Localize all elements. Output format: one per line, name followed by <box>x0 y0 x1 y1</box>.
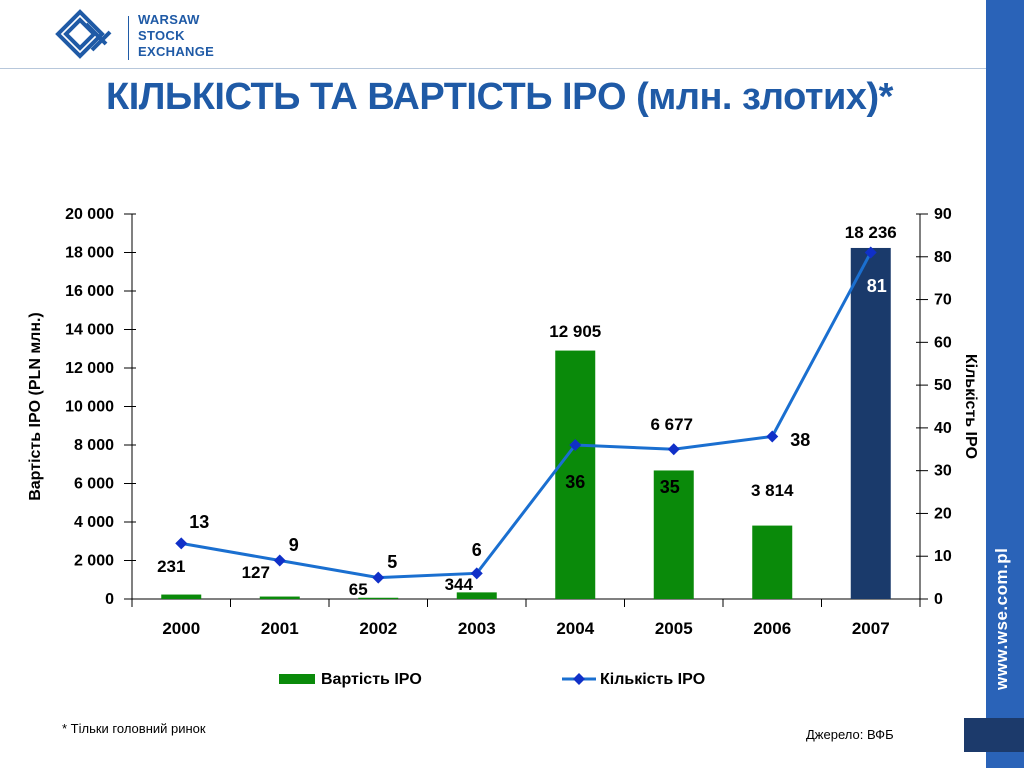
bar <box>259 596 300 599</box>
line-value-label: 81 <box>867 276 887 296</box>
y-left-tick-label: 12 000 <box>65 360 114 377</box>
x-tick-label: 2006 <box>753 619 791 638</box>
header-divider <box>0 68 986 69</box>
bar-value-label: 6 677 <box>650 415 693 434</box>
y-left-tick-label: 14 000 <box>65 322 114 339</box>
y-right-tick-label: 70 <box>934 292 952 309</box>
side-band <box>986 0 1024 768</box>
bar-value-label: 18 236 <box>845 223 897 242</box>
count-marker <box>569 439 582 451</box>
y-right-axis-title: Кількість IPO <box>962 354 979 459</box>
bar <box>456 592 497 599</box>
y-left-tick-label: 18 000 <box>65 245 114 262</box>
bar-value-label: 12 905 <box>549 322 601 341</box>
line-value-label: 6 <box>472 540 482 560</box>
corner-block <box>964 718 1024 752</box>
y-left-tick-label: 2 000 <box>74 553 114 570</box>
logo-line-3: EXCHANGE <box>138 44 215 59</box>
line-value-label: 9 <box>289 535 299 555</box>
y-right-tick-label: 50 <box>934 377 952 394</box>
y-right-tick-label: 30 <box>934 463 952 480</box>
bar-value-label: 127 <box>242 563 270 582</box>
x-tick-label: 2003 <box>458 619 496 638</box>
x-tick-label: 2001 <box>261 619 299 638</box>
y-left-tick-label: 8 000 <box>74 437 114 454</box>
y-right-tick-label: 20 <box>934 505 952 522</box>
ipo-chart: 0 2 000 4 000 6 000 8 000 10 000 12 000 14 000 1… <box>27 206 979 688</box>
x-tick-label: 2000 <box>162 619 200 638</box>
side-url: www.wse.com.pl <box>992 547 1011 690</box>
y-right-tick-label: 60 <box>934 334 952 351</box>
y-left-tick-label: 20 000 <box>65 206 114 223</box>
legend-marker-count <box>573 673 585 685</box>
line-value-label: 5 <box>387 552 397 572</box>
bar-value-label: 65 <box>349 580 368 599</box>
y-right-tick-label: 90 <box>934 206 952 223</box>
bar-value-label: 231 <box>157 557 185 576</box>
count-marker <box>273 554 286 567</box>
legend-label-count: Кількість IPO <box>600 671 705 688</box>
legend-label-bars: Вартість IPO <box>321 671 422 688</box>
logo-wordmark: WARSAW STOCK EXCHANGE <box>138 12 214 60</box>
bar <box>555 350 596 599</box>
line-value-label: 35 <box>660 477 680 497</box>
logo-divider <box>128 16 129 60</box>
count-marker <box>864 246 877 259</box>
count-marker <box>766 430 779 443</box>
y-right-tick-label: 80 <box>934 249 952 266</box>
line-value-label: 13 <box>189 512 209 532</box>
source-note: Джерело: ВФБ <box>806 727 894 742</box>
x-tick-label: 2002 <box>359 619 397 638</box>
line-value-label: 38 <box>790 430 810 450</box>
line-value-label: 36 <box>565 472 585 492</box>
y-left-tick-label: 0 <box>105 591 114 608</box>
bar-value-label: 344 <box>445 575 474 594</box>
y-left-tick-label: 6 000 <box>74 476 114 493</box>
x-tick-label: 2007 <box>852 619 890 638</box>
y-right-tick-label: 0 <box>934 591 943 608</box>
legend-swatch-bars <box>279 674 315 684</box>
x-tick-label: 2005 <box>655 619 693 638</box>
bar <box>752 525 793 599</box>
page-title: КІЛЬКІСТЬ ТА ВАРТІСТЬ IPO (млн. злотих)* <box>106 76 893 118</box>
count-marker <box>372 571 385 584</box>
y-left-axis-title: Вартість IPO (PLN млн.) <box>27 312 44 501</box>
logo-line-1: WARSAW <box>138 12 200 27</box>
footnote: * Тільки головний ринок <box>62 721 206 736</box>
y-right-tick-label: 10 <box>934 548 952 565</box>
bar <box>850 247 891 599</box>
y-left-tick-label: 16 000 <box>65 283 114 300</box>
count-marker <box>667 443 680 456</box>
bar <box>358 597 399 599</box>
y-left-tick-label: 4 000 <box>74 514 114 531</box>
logo-line-2: STOCK <box>138 28 185 43</box>
count-marker <box>470 567 483 580</box>
bar <box>161 594 202 599</box>
count-marker <box>175 537 188 550</box>
y-left-tick-label: 10 000 <box>65 399 114 416</box>
x-tick-label: 2004 <box>556 619 594 638</box>
bar-value-label: 3 814 <box>751 481 794 500</box>
bar <box>653 470 694 599</box>
count-line <box>180 251 873 580</box>
wse-logo-icon <box>55 9 112 59</box>
y-right-tick-label: 40 <box>934 420 952 437</box>
